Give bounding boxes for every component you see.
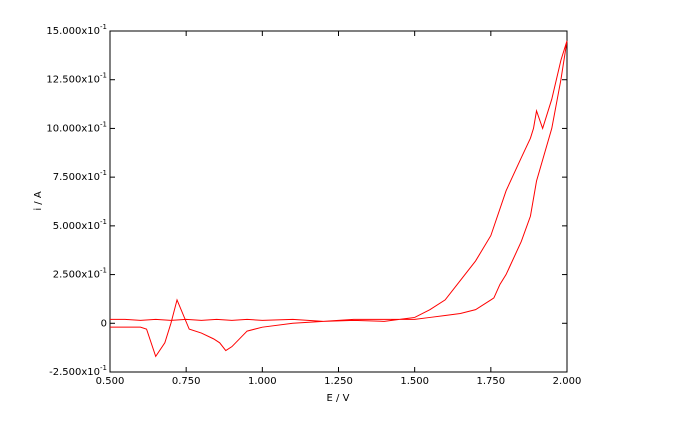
x-tick-label: 2.000 — [553, 376, 582, 387]
y-tick-label: -2.500x10-1 — [49, 364, 107, 378]
y-tick-label: 10.000x10-1 — [46, 120, 107, 134]
data-line — [110, 40, 568, 358]
y-axis-label: i / A — [33, 191, 44, 211]
x-tick-label: 1.000 — [248, 376, 277, 387]
y-tick-label: 7.500x10-1 — [53, 169, 107, 183]
x-tick-label: 0.750 — [172, 376, 201, 387]
x-tick-label: 1.750 — [477, 376, 506, 387]
y-tick-label: 12.500x10-1 — [46, 72, 107, 86]
x-axis-label: E / V — [327, 393, 350, 404]
x-tick-label: 1.250 — [324, 376, 353, 387]
x-tick-label: 1.500 — [400, 376, 429, 387]
y-tick-label: 15.000x10-1 — [46, 23, 107, 37]
y-tick-label: 0 — [101, 318, 107, 329]
x-tick-label: 0.500 — [96, 376, 125, 387]
y-tick-label: 5.000x10-1 — [53, 218, 107, 232]
y-tick-label: 2.500x10-1 — [53, 267, 107, 281]
